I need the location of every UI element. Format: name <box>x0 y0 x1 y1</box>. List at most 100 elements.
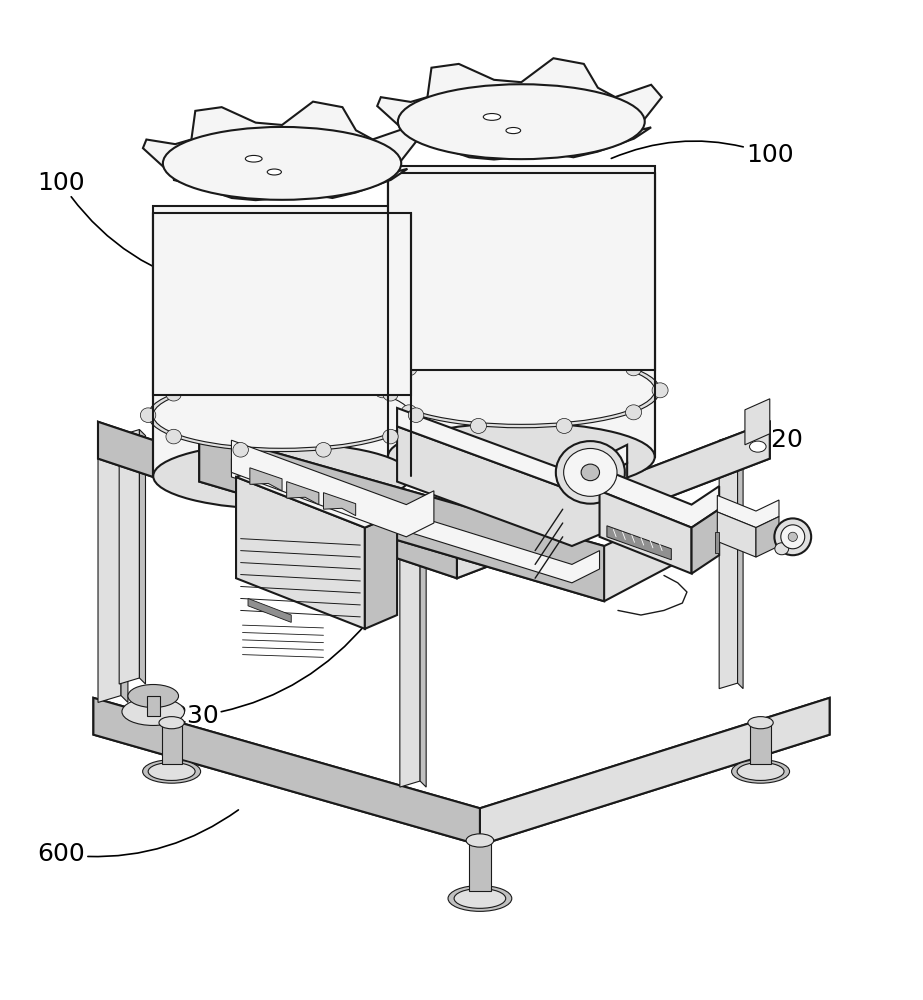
Polygon shape <box>153 213 411 395</box>
Polygon shape <box>98 422 457 578</box>
Ellipse shape <box>166 386 182 401</box>
Ellipse shape <box>788 532 797 541</box>
Ellipse shape <box>557 418 572 433</box>
Ellipse shape <box>153 443 411 509</box>
Polygon shape <box>400 540 420 787</box>
Ellipse shape <box>506 127 521 134</box>
Polygon shape <box>365 514 397 629</box>
Ellipse shape <box>166 429 182 444</box>
Ellipse shape <box>388 423 654 491</box>
Text: 100: 100 <box>38 171 210 288</box>
Ellipse shape <box>128 685 178 708</box>
Ellipse shape <box>401 405 417 420</box>
Ellipse shape <box>316 373 331 388</box>
Ellipse shape <box>748 717 773 729</box>
Polygon shape <box>420 540 426 787</box>
Ellipse shape <box>556 441 625 504</box>
Ellipse shape <box>732 760 789 783</box>
Polygon shape <box>745 399 770 445</box>
Polygon shape <box>469 840 491 891</box>
Polygon shape <box>287 482 318 505</box>
Polygon shape <box>119 430 139 684</box>
Text: 220: 220 <box>721 428 803 461</box>
Polygon shape <box>691 509 719 574</box>
Polygon shape <box>607 526 671 560</box>
Ellipse shape <box>268 169 282 175</box>
Ellipse shape <box>233 443 248 457</box>
Polygon shape <box>719 435 737 689</box>
Ellipse shape <box>652 383 668 398</box>
Ellipse shape <box>484 114 500 120</box>
Polygon shape <box>153 206 411 476</box>
Polygon shape <box>199 431 605 601</box>
Polygon shape <box>93 698 480 845</box>
Ellipse shape <box>159 717 185 729</box>
Ellipse shape <box>388 356 654 424</box>
Polygon shape <box>143 102 418 200</box>
Polygon shape <box>756 517 779 557</box>
Ellipse shape <box>774 518 811 555</box>
Polygon shape <box>93 698 830 845</box>
Polygon shape <box>323 493 355 516</box>
Ellipse shape <box>564 448 617 496</box>
Text: 100: 100 <box>611 141 794 167</box>
Polygon shape <box>232 459 600 583</box>
Polygon shape <box>397 408 627 491</box>
Text: 600: 600 <box>37 810 238 866</box>
Ellipse shape <box>466 834 494 847</box>
Text: 230: 230 <box>171 622 367 728</box>
Ellipse shape <box>153 382 411 448</box>
Ellipse shape <box>749 441 766 452</box>
Polygon shape <box>98 452 121 702</box>
Ellipse shape <box>383 386 398 401</box>
Polygon shape <box>162 723 182 764</box>
Ellipse shape <box>581 464 600 481</box>
Ellipse shape <box>626 405 641 420</box>
Ellipse shape <box>246 155 262 162</box>
Polygon shape <box>480 698 830 845</box>
Ellipse shape <box>143 760 200 783</box>
Polygon shape <box>388 166 654 457</box>
Ellipse shape <box>148 379 416 452</box>
Ellipse shape <box>140 408 156 422</box>
Polygon shape <box>98 422 770 578</box>
Ellipse shape <box>774 543 788 555</box>
Ellipse shape <box>626 361 641 376</box>
Ellipse shape <box>454 889 506 908</box>
Ellipse shape <box>398 84 645 159</box>
Polygon shape <box>139 430 146 684</box>
Ellipse shape <box>408 408 424 422</box>
Polygon shape <box>121 452 128 702</box>
Ellipse shape <box>737 762 784 780</box>
Ellipse shape <box>316 443 331 457</box>
Ellipse shape <box>162 127 402 200</box>
Polygon shape <box>147 696 160 716</box>
Ellipse shape <box>448 886 511 911</box>
Ellipse shape <box>401 361 417 376</box>
Polygon shape <box>717 512 756 557</box>
Ellipse shape <box>149 762 195 780</box>
Polygon shape <box>388 173 654 370</box>
Ellipse shape <box>375 383 390 398</box>
Polygon shape <box>248 598 292 622</box>
Polygon shape <box>717 495 779 528</box>
Ellipse shape <box>382 353 660 428</box>
Polygon shape <box>250 468 282 491</box>
Polygon shape <box>600 468 719 528</box>
Polygon shape <box>232 440 434 537</box>
Polygon shape <box>737 435 743 689</box>
Polygon shape <box>236 463 397 528</box>
Polygon shape <box>199 431 682 601</box>
Ellipse shape <box>557 347 572 362</box>
Ellipse shape <box>233 373 248 388</box>
Polygon shape <box>750 723 771 764</box>
Polygon shape <box>600 491 691 574</box>
Ellipse shape <box>122 698 185 725</box>
Ellipse shape <box>383 429 398 444</box>
Ellipse shape <box>471 418 486 433</box>
Ellipse shape <box>781 525 805 549</box>
Ellipse shape <box>471 347 486 362</box>
Polygon shape <box>236 477 365 629</box>
Polygon shape <box>378 58 662 159</box>
Polygon shape <box>397 426 627 546</box>
